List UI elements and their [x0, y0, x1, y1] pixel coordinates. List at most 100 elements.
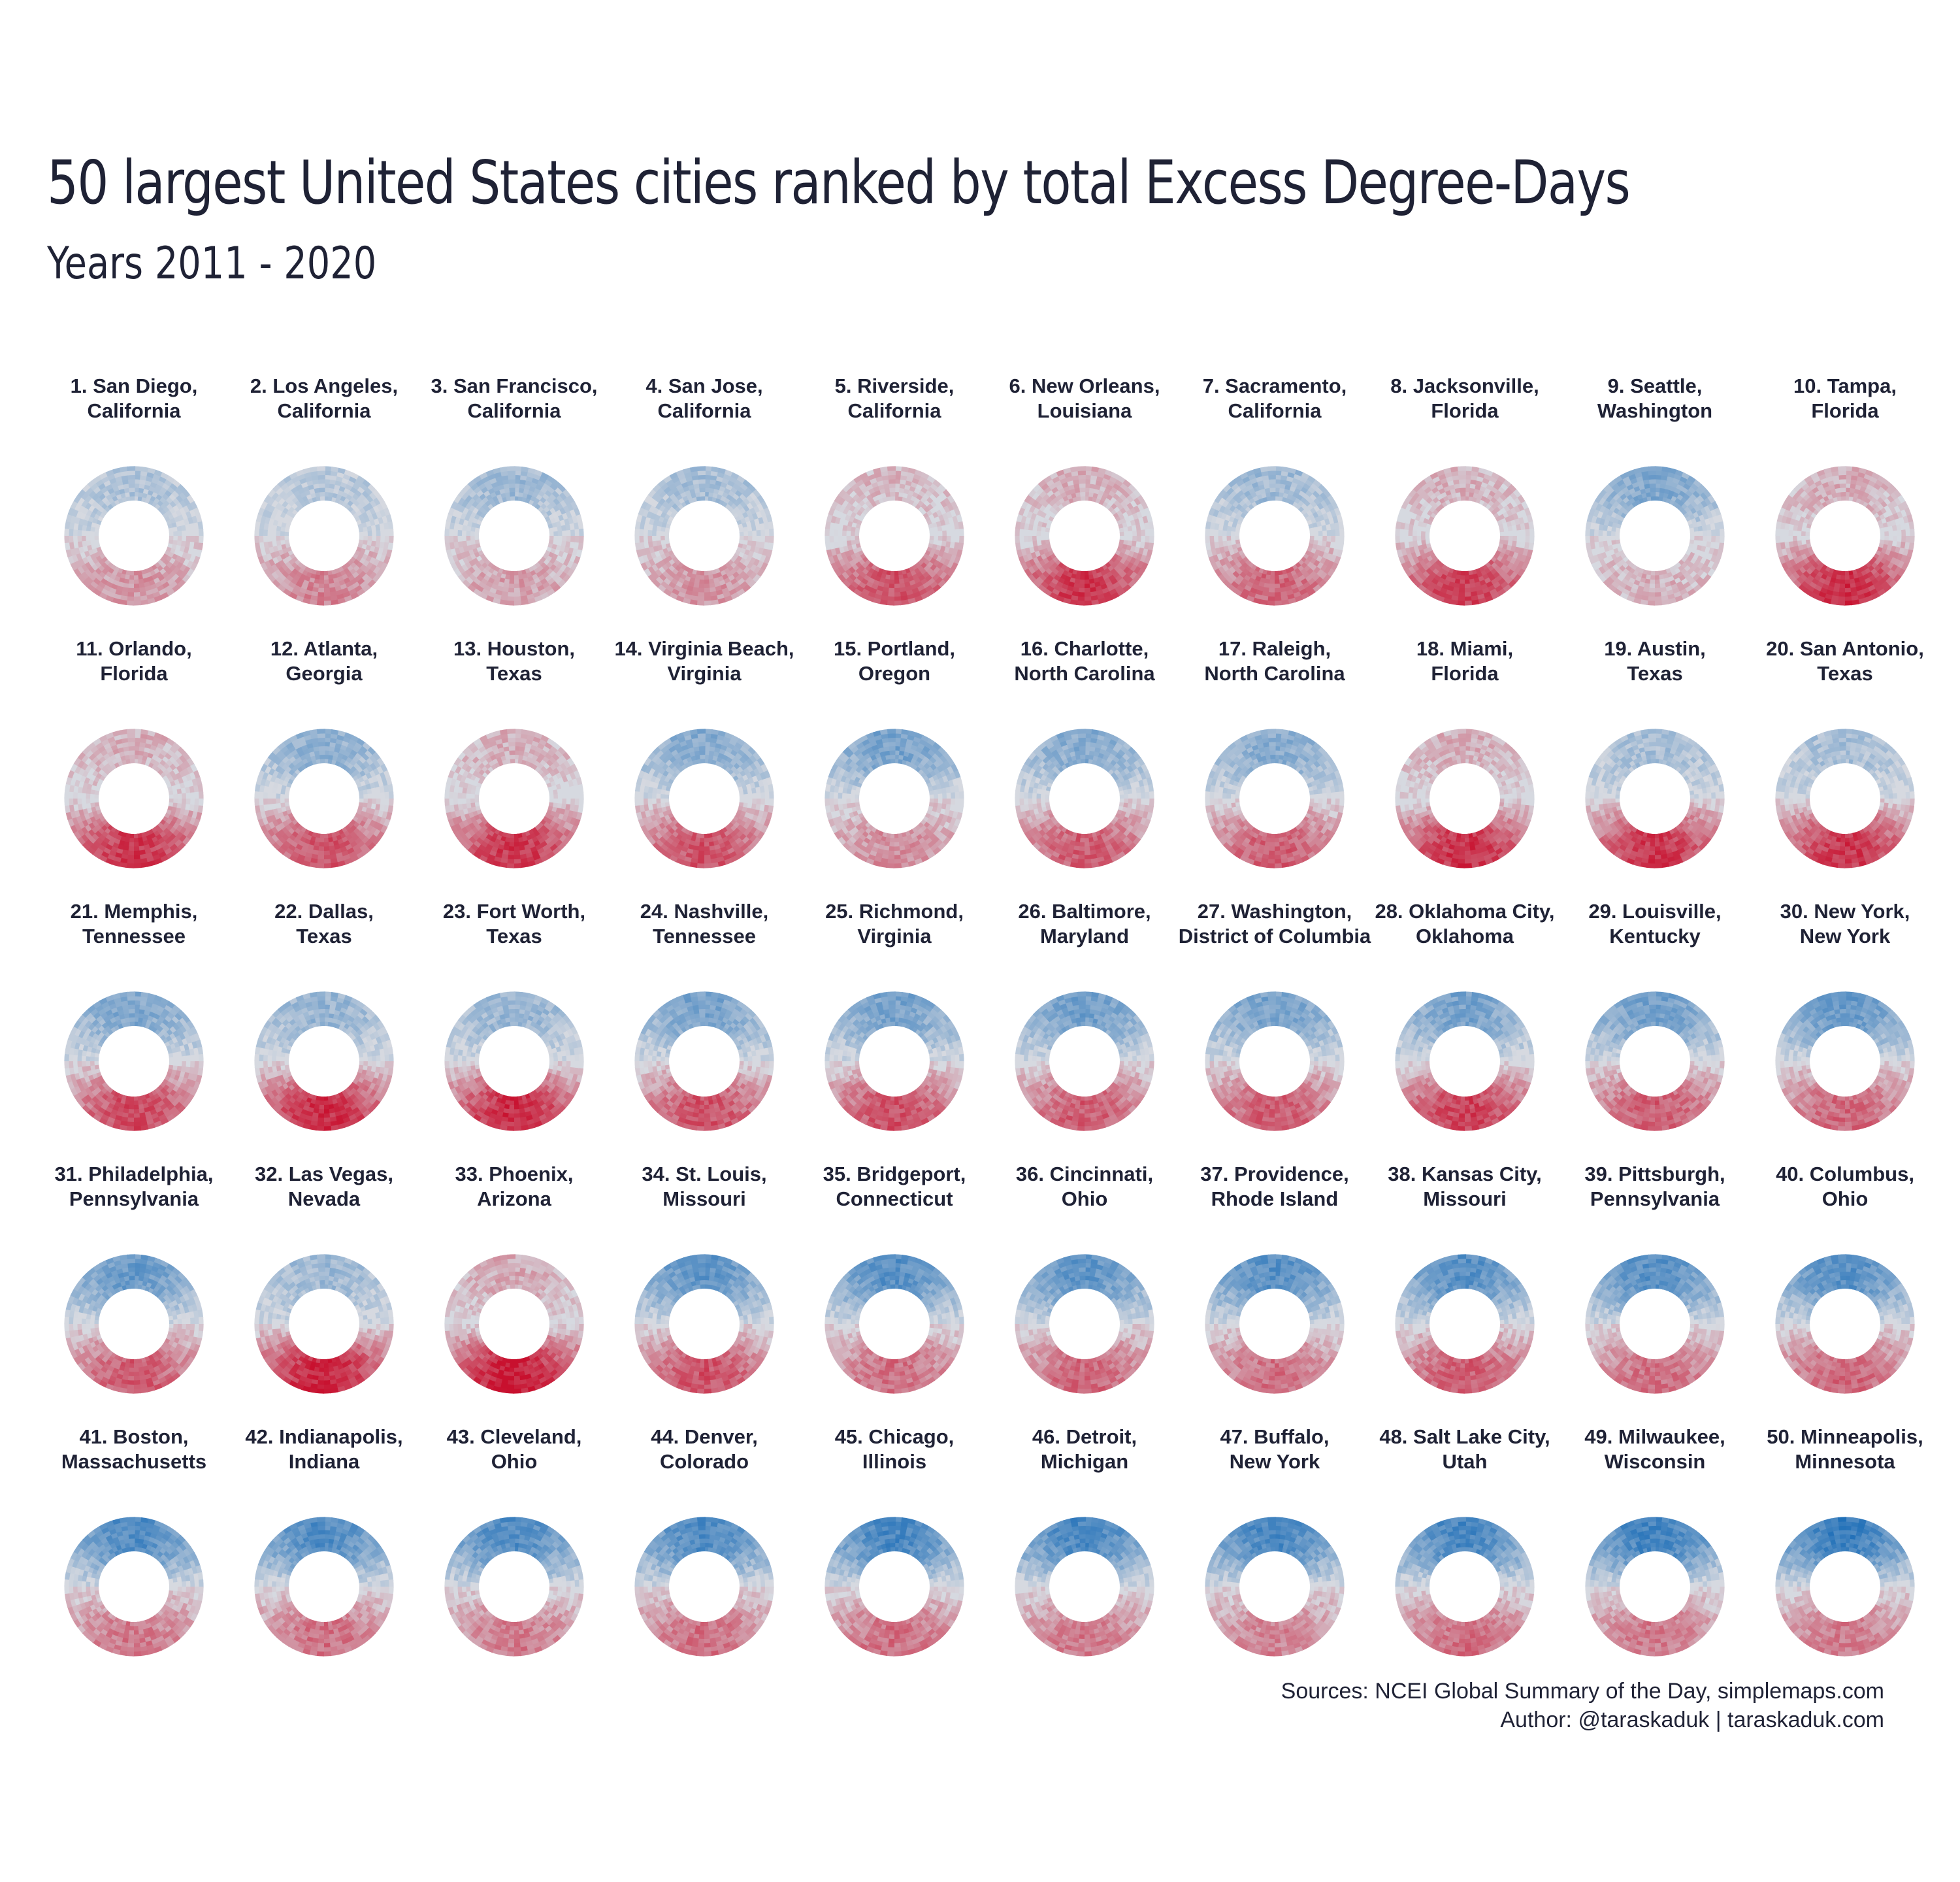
donut-cell	[1083, 584, 1090, 589]
donut-cell	[1402, 553, 1410, 563]
donut-cell	[1844, 592, 1852, 597]
donut-cell	[1606, 535, 1612, 541]
donut-cell	[1837, 496, 1842, 502]
donut-cell	[295, 469, 306, 477]
donut-cell	[760, 529, 766, 537]
donut-cell	[532, 595, 543, 603]
donut-cell	[949, 523, 956, 531]
donut-cell	[664, 535, 670, 540]
donut-cell	[1457, 466, 1467, 472]
donut-cell	[1249, 477, 1258, 484]
donut-cell	[1396, 548, 1403, 557]
donut-cell	[133, 575, 139, 580]
donut-cell	[1784, 540, 1790, 549]
donut-cell	[708, 574, 714, 580]
donut-cell	[167, 786, 174, 792]
donut-cell	[1056, 469, 1066, 477]
donut-cell	[323, 575, 329, 580]
donut-cell	[140, 466, 150, 473]
donut-cell	[1897, 529, 1903, 537]
donut-cell	[1893, 530, 1898, 537]
donut-cell	[1593, 535, 1599, 542]
donut-cell	[363, 526, 368, 533]
donut-cell	[1711, 529, 1716, 537]
donut-cell	[690, 591, 698, 597]
donut-cell	[928, 527, 934, 533]
donut-cell	[1831, 492, 1838, 499]
donut-cell	[133, 596, 141, 602]
donut-cell	[151, 591, 161, 599]
donut-cell	[1463, 570, 1469, 576]
donut-cell	[322, 600, 332, 606]
donut-cell	[1527, 542, 1535, 552]
donut-cell	[175, 521, 182, 528]
donut-cell	[1628, 473, 1638, 481]
donut-cell	[899, 591, 907, 597]
donut-cell	[752, 530, 757, 537]
donut-cell	[1703, 530, 1708, 537]
donut-cell	[1639, 599, 1648, 606]
city-state: California	[1173, 399, 1376, 423]
donut-cell	[893, 596, 902, 602]
donut-cell	[1412, 523, 1418, 531]
donut-cell	[1510, 520, 1517, 527]
donut-cell	[889, 483, 896, 488]
donut-cell	[759, 523, 766, 531]
donut-cell	[259, 540, 265, 550]
donut-cell	[1904, 542, 1910, 551]
donut-cell	[1886, 521, 1893, 528]
donut-cell	[383, 542, 389, 551]
donut-cell	[1884, 536, 1889, 542]
donut-cell	[1590, 521, 1596, 530]
donut-cell	[1830, 488, 1837, 495]
donut-cell	[1286, 597, 1296, 604]
donut-cell	[549, 536, 555, 541]
donut-cell	[1801, 543, 1808, 550]
donut-cell	[698, 474, 706, 480]
donut-cell	[133, 592, 140, 597]
donut-cell	[1528, 521, 1535, 531]
donut-cell	[1832, 474, 1840, 481]
donut-cell	[316, 466, 326, 472]
donut-cell	[332, 577, 339, 584]
donut-cell	[376, 536, 382, 543]
donut-cell	[1269, 575, 1275, 580]
donut-cell	[318, 478, 325, 484]
donut-cell	[1663, 581, 1671, 588]
donut-cell	[133, 579, 139, 585]
donut-cell	[1040, 535, 1045, 541]
donut-cell	[1801, 530, 1806, 536]
donut-cell	[1644, 483, 1651, 489]
donut-cell	[708, 582, 715, 589]
donut-cell	[1715, 536, 1721, 544]
donut-cell	[1218, 523, 1224, 531]
donut-cell	[1325, 541, 1331, 549]
donut-cell	[1231, 543, 1237, 550]
donut-cell	[141, 573, 148, 580]
donut-cell	[900, 599, 909, 606]
donut-cell	[1882, 522, 1889, 529]
donut-cell	[1140, 536, 1146, 544]
donut-cell	[169, 799, 174, 804]
donut-cell	[1780, 521, 1786, 530]
donut-cell	[888, 478, 896, 484]
donut-cell	[1829, 599, 1838, 606]
donut-cell	[1266, 600, 1275, 606]
donut-cell	[1316, 521, 1322, 528]
donut-cell	[1836, 600, 1845, 606]
donut-cell	[1281, 470, 1290, 477]
donut-cell	[1469, 591, 1478, 597]
donut-cell	[254, 541, 261, 551]
donut-cell	[316, 591, 324, 597]
donut-cell	[676, 469, 686, 477]
donut-cell	[634, 527, 640, 536]
donut-cell	[634, 541, 641, 551]
donut-cell	[1615, 538, 1621, 544]
donut-cell	[1659, 483, 1667, 489]
donut-cell	[1267, 470, 1276, 476]
donut-cell	[388, 528, 394, 538]
donut-cell	[1654, 592, 1661, 597]
donut-cell	[1602, 529, 1608, 536]
donut-cell	[311, 586, 319, 593]
donut-cell	[1602, 540, 1609, 547]
